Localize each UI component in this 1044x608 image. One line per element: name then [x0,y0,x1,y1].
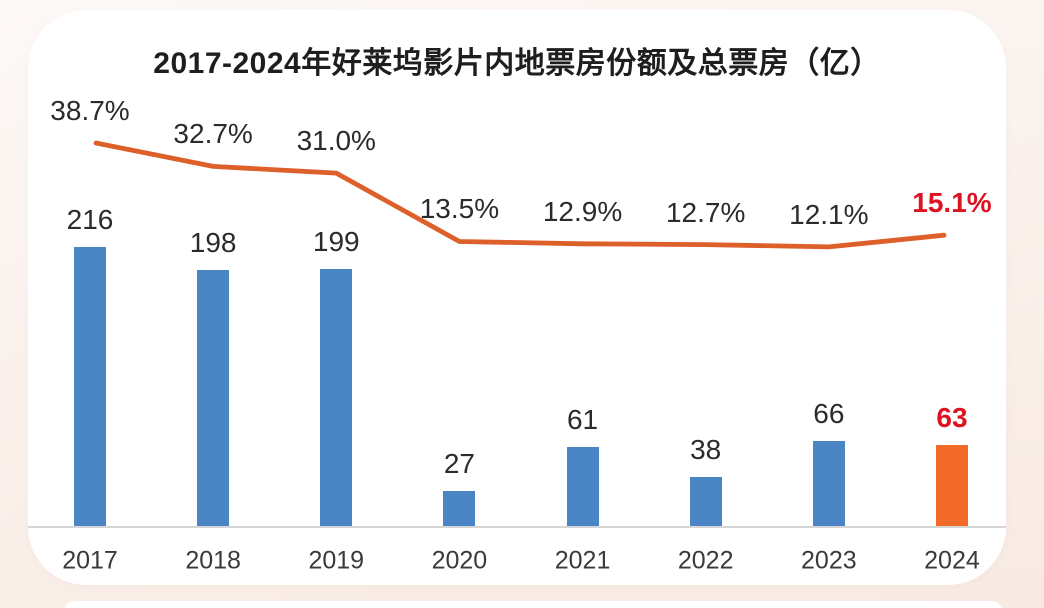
bar-value-2018: 198 [189,227,237,259]
share-label-2024: 15.1% [912,187,992,219]
chart-card: 2017-2024年好莱坞影片内地票房份额及总票房（亿） 216 38.7% 201… [28,10,1006,585]
x-tick-2024: 2024 [924,546,980,575]
bar-2019 [320,268,353,526]
share-label-2023: 12.1% [789,198,869,230]
share-label-2019: 31.0% [296,125,376,157]
x-tick-2018: 2018 [185,546,241,575]
x-tick-2019: 2019 [308,546,365,575]
x-tick-2022: 2022 [677,546,734,575]
bar-2023 [812,440,845,526]
bar-2022 [689,476,722,526]
bar-2017 [74,246,106,526]
x-tick-2020: 2020 [431,546,488,575]
chart-title: 2017-2024年好莱坞影片内地票房份额及总票房（亿） [153,47,881,80]
bar-value-2024: 63 [936,401,968,433]
bar-2020 [443,491,476,526]
share-line-chart [93,140,947,250]
share-label-2017: 38.7% [50,95,130,126]
bar-value-2017: 216 [66,203,114,235]
x-tick-2017: 2017 [62,546,118,575]
x-tick-2021: 2021 [554,546,611,575]
share-label-2020: 13.5% [419,193,500,225]
bar-value-2022: 38 [690,433,722,465]
bar-value-2021: 61 [566,404,599,436]
plot-area: 216 38.7% 2017 198 32.7% 2018 199 31.0% 2019 27 13… [28,10,1006,585]
bar-2024 [935,444,968,526]
bar-value-2020: 27 [443,448,475,480]
x-tick-2023: 2023 [801,546,857,575]
bar-2018 [197,270,230,526]
share-label-2018: 32.7% [173,118,253,150]
share-label-2022: 12.7% [665,196,746,228]
bar-value-2023: 66 [813,397,845,429]
bar-2021 [566,447,599,526]
next-card-top-edge [64,601,1002,608]
x-axis-line [28,526,1006,528]
share-line [93,140,947,250]
share-label-2021: 12.9% [542,195,623,227]
bar-value-2019: 199 [312,225,360,257]
